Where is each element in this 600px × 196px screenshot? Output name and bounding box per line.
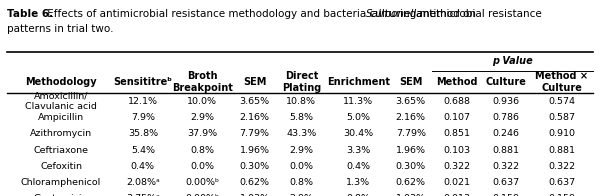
Text: 7.79%: 7.79% [396,129,426,138]
Text: 0.851: 0.851 [443,129,470,138]
Text: 0.574: 0.574 [548,97,575,106]
Text: 1.03%: 1.03% [396,194,426,196]
Text: 0.637: 0.637 [548,178,575,187]
Text: 0.4%: 0.4% [346,162,370,171]
Text: 0.107: 0.107 [443,113,470,122]
Text: Gentamicin: Gentamicin [34,194,88,196]
Text: 3.75%ᵃ: 3.75%ᵃ [126,194,160,196]
Text: 0.159: 0.159 [492,194,519,196]
Text: 2.9%: 2.9% [190,113,214,122]
Text: 0.62%: 0.62% [239,178,269,187]
Text: Table 6.: Table 6. [7,9,53,19]
Text: Direct
Plating: Direct Plating [282,71,321,93]
Text: 0.159: 0.159 [548,194,575,196]
Text: 5.0%: 5.0% [346,113,370,122]
Text: 0.881: 0.881 [548,146,575,154]
Text: 10.8%: 10.8% [286,97,316,106]
Text: 0.00%ᵇ: 0.00%ᵇ [185,178,219,187]
Text: 0.021: 0.021 [443,178,470,187]
Text: 1.96%: 1.96% [239,146,269,154]
Text: Methodology: Methodology [25,77,97,87]
Text: 0.0%: 0.0% [289,162,313,171]
Text: Salmonella: Salmonella [366,9,424,19]
Text: Enrichment: Enrichment [327,77,390,87]
Text: 0.910: 0.910 [548,129,575,138]
Text: 12.1%: 12.1% [128,97,158,106]
Text: Ampicillin: Ampicillin [38,113,84,122]
Text: 0.8%: 0.8% [289,178,313,187]
Text: 2.16%: 2.16% [239,113,269,122]
Text: 0.881: 0.881 [492,146,519,154]
Text: SEM: SEM [399,77,422,87]
Text: 1.96%: 1.96% [396,146,426,154]
Text: 0.62%: 0.62% [396,178,426,187]
Text: 0.103: 0.103 [443,146,470,154]
Text: 35.8%: 35.8% [128,129,158,138]
Text: 11.3%: 11.3% [343,97,373,106]
Text: Amoxicillin/
Clavulanic acid: Amoxicillin/ Clavulanic acid [25,92,97,111]
Text: Method ×
Culture: Method × Culture [535,71,588,93]
Text: 0.637: 0.637 [492,178,519,187]
Text: Ceftriaxone: Ceftriaxone [34,146,89,154]
Text: 1.3%: 1.3% [346,178,370,187]
Text: 0.8%: 0.8% [190,146,214,154]
Text: Effects of antimicrobial resistance methodology and bacteria culturing method on: Effects of antimicrobial resistance meth… [44,9,479,19]
Text: 0.322: 0.322 [443,162,470,171]
Text: 37.9%: 37.9% [187,129,217,138]
Text: 0.30%: 0.30% [239,162,270,171]
Text: 2.08%ᵃ: 2.08%ᵃ [126,178,160,187]
Text: 0.4%: 0.4% [131,162,155,171]
Text: 0.322: 0.322 [548,162,575,171]
Text: patterns in trial two.: patterns in trial two. [7,24,114,34]
Text: 7.79%: 7.79% [239,129,269,138]
Text: SEM: SEM [243,77,266,87]
Text: 0.30%: 0.30% [396,162,426,171]
Text: 30.4%: 30.4% [343,129,373,138]
Text: antimicrobial resistance: antimicrobial resistance [413,9,542,19]
Text: 0.246: 0.246 [492,129,519,138]
Text: 0.0%: 0.0% [190,162,214,171]
Text: 3.65%: 3.65% [239,97,270,106]
Text: 5.8%: 5.8% [289,113,313,122]
Text: 2.16%: 2.16% [396,113,426,122]
Text: 10.0%: 10.0% [187,97,217,106]
Text: 3.3%: 3.3% [346,146,370,154]
Text: Method: Method [436,77,477,87]
Text: 0.587: 0.587 [548,113,575,122]
Text: 0.688: 0.688 [443,97,470,106]
Text: p Value: p Value [492,56,533,66]
Text: 2.9%: 2.9% [289,146,313,154]
Text: 1.03%: 1.03% [239,194,270,196]
Text: Azithromycin: Azithromycin [30,129,92,138]
Text: 7.9%: 7.9% [131,113,155,122]
Text: 0.00%ᵇ: 0.00%ᵇ [185,194,219,196]
Text: Sensititreᵇ: Sensititreᵇ [113,77,172,87]
Text: 0.8%: 0.8% [346,194,370,196]
Text: 0.786: 0.786 [492,113,519,122]
Text: 3.65%: 3.65% [396,97,426,106]
Text: Chloramphenicol: Chloramphenicol [21,178,101,187]
Text: Cefoxitin: Cefoxitin [40,162,82,171]
Text: 0.013: 0.013 [443,194,470,196]
Text: 0.322: 0.322 [492,162,519,171]
Text: 5.4%: 5.4% [131,146,155,154]
Text: 0.936: 0.936 [492,97,519,106]
Text: 2.9%: 2.9% [289,194,313,196]
Text: Culture: Culture [485,77,526,87]
Text: Broth
Breakpoint: Broth Breakpoint [172,71,233,93]
Text: 43.3%: 43.3% [286,129,316,138]
